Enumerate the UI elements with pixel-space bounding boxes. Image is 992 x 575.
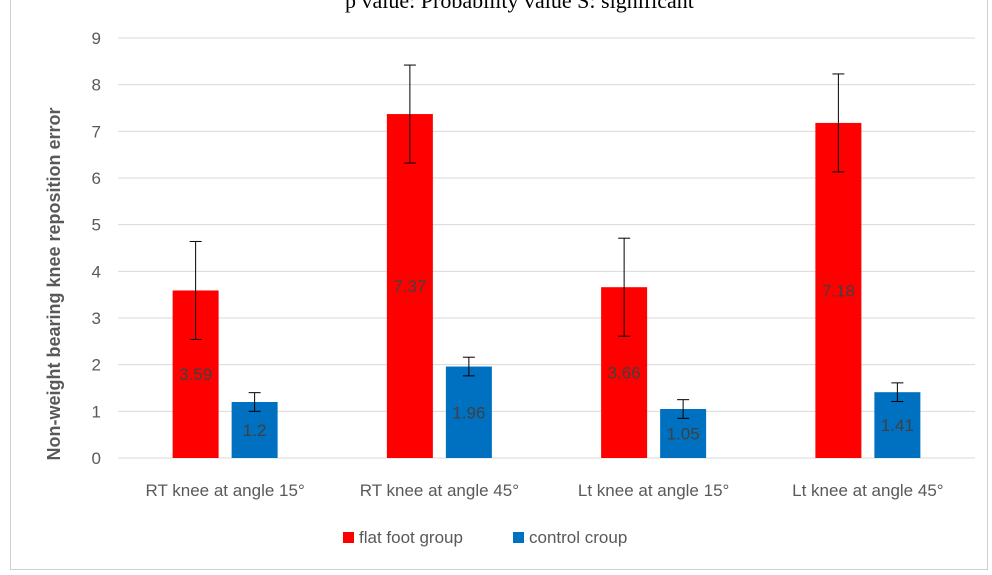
data-label: 1.05: [667, 425, 700, 444]
x-tick-label: Lt knee at angle 15°: [578, 481, 729, 500]
legend-label: control croup: [529, 528, 627, 547]
legend-swatch: [513, 532, 524, 543]
y-tick-label: 9: [92, 29, 101, 48]
legend-label: flat foot group: [359, 528, 463, 547]
error-bars: [189, 64, 904, 419]
y-tick-label: 0: [92, 449, 101, 468]
y-tick-label: 8: [92, 76, 101, 95]
data-label: 3.59: [179, 365, 212, 384]
x-axis-labels: RT knee at angle 15° RT knee at angle 45°…: [145, 481, 943, 500]
bars: [172, 114, 921, 459]
bar: [874, 392, 921, 458]
y-tick-label: 6: [92, 169, 101, 188]
y-tick-label: 2: [92, 356, 101, 375]
y-axis-ticks: 0 1 2 3 4 5 6 7 8 9: [92, 29, 101, 468]
data-label: 7.18: [822, 281, 855, 300]
data-labels: 3.59 1.2 7.37 1.96 3.66 1.05 7.18 1.41: [179, 277, 914, 443]
header-note: p value: Probability value S: significan…: [345, 0, 694, 13]
bar: [445, 366, 492, 458]
y-tick-label: 5: [92, 216, 101, 235]
y-tick-label: 4: [92, 262, 101, 281]
x-tick-label: Lt knee at angle 45°: [792, 481, 943, 500]
y-tick-label: 3: [92, 309, 101, 328]
bar: [386, 114, 433, 459]
data-label: 7.37: [393, 277, 426, 296]
y-tick-label: 1: [92, 402, 101, 421]
y-axis-label: Non-weight bearing knee reposition error: [44, 107, 64, 460]
data-label: 3.66: [608, 364, 641, 383]
data-label: 1.96: [452, 403, 485, 422]
bar: [815, 122, 862, 458]
x-tick-label: RT knee at angle 45°: [360, 481, 519, 500]
data-label: 1.41: [881, 416, 914, 435]
legend: flat foot group control croup: [343, 528, 627, 547]
legend-swatch: [343, 532, 354, 543]
data-label: 1.2: [243, 421, 267, 440]
x-tick-label: RT knee at angle 15°: [145, 481, 304, 500]
y-tick-label: 7: [92, 122, 101, 141]
chart-frame: [10, 0, 988, 570]
